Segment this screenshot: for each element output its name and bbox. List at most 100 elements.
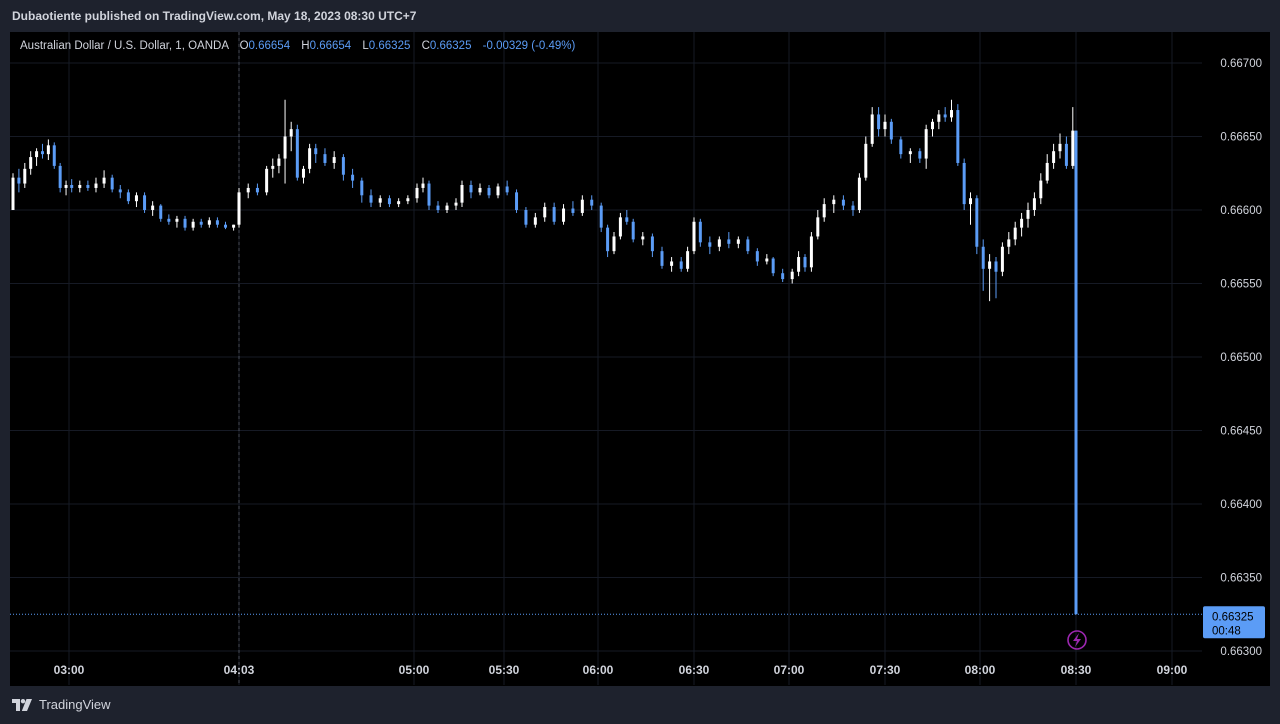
candle[interactable] [378, 195, 382, 208]
candle[interactable] [937, 110, 941, 130]
candle[interactable] [1032, 192, 1036, 216]
candle[interactable] [781, 268, 785, 283]
candle[interactable] [496, 183, 500, 199]
candle[interactable] [562, 204, 566, 225]
candle[interactable] [191, 218, 195, 231]
candle[interactable] [599, 202, 603, 233]
candle[interactable] [369, 189, 373, 208]
candle[interactable] [524, 207, 528, 228]
candle[interactable] [397, 198, 401, 208]
tradingview-logo[interactable]: TradingView [12, 697, 111, 712]
candle[interactable] [580, 195, 584, 216]
candle[interactable] [232, 224, 236, 231]
chart-svg[interactable]: 0.66700 0.66650 0.66600 0.66550 0.66500 0.664… [0, 0, 1280, 686]
candle[interactable] [981, 239, 985, 291]
candle[interactable] [746, 236, 750, 255]
candle[interactable] [975, 195, 979, 255]
candle[interactable] [797, 251, 801, 277]
candle[interactable] [341, 154, 345, 181]
candle[interactable] [969, 192, 972, 225]
candle[interactable] [625, 210, 629, 225]
candle[interactable] [790, 268, 794, 284]
candle[interactable] [515, 189, 519, 213]
candle[interactable] [962, 158, 966, 210]
candle[interactable] [271, 158, 275, 178]
candle[interactable] [618, 212, 622, 240]
candle[interactable] [899, 136, 903, 159]
candle[interactable] [46, 139, 50, 161]
candle[interactable] [323, 148, 327, 166]
candle[interactable] [159, 204, 163, 222]
time-axis[interactable]: 03:00 04:03 05:00 05:30 06:00 06:30 07:00 07:30… [54, 663, 1188, 677]
candle[interactable] [1064, 136, 1068, 169]
candle[interactable] [1071, 107, 1075, 169]
candle[interactable] [469, 180, 473, 199]
candle[interactable] [1058, 133, 1062, 159]
candle[interactable] [224, 221, 228, 230]
candle[interactable] [606, 224, 610, 258]
candle[interactable] [660, 246, 664, 269]
candle[interactable] [727, 232, 731, 249]
candle[interactable] [803, 254, 807, 272]
candle[interactable] [809, 232, 813, 272]
candle[interactable] [175, 215, 179, 228]
candle[interactable] [143, 192, 147, 213]
candle[interactable] [183, 215, 187, 231]
lightning-icon[interactable] [1067, 630, 1087, 650]
candle[interactable] [94, 177, 98, 193]
candle[interactable] [387, 195, 391, 208]
candle[interactable] [857, 173, 861, 213]
candle[interactable] [679, 257, 683, 272]
candle[interactable] [571, 201, 575, 216]
candle[interactable] [650, 233, 654, 258]
candle[interactable] [1039, 173, 1043, 205]
candle[interactable] [351, 168, 355, 188]
candle[interactable] [924, 124, 928, 169]
candle[interactable] [841, 195, 845, 210]
candle[interactable] [134, 192, 138, 208]
candle[interactable] [736, 236, 740, 249]
candle[interactable] [167, 214, 171, 225]
candle[interactable] [460, 180, 464, 208]
candle[interactable] [454, 198, 458, 210]
candle[interactable] [870, 107, 874, 147]
candle[interactable] [956, 104, 960, 166]
candle[interactable] [686, 246, 690, 272]
candle[interactable] [265, 165, 269, 196]
candle[interactable] [277, 154, 281, 174]
candle[interactable] [943, 107, 947, 122]
symbol-name[interactable]: Australian Dollar / U.S. Dollar, 1, OAND… [20, 40, 229, 52]
candle[interactable] [406, 195, 410, 205]
candle[interactable] [23, 162, 27, 188]
candle[interactable] [533, 212, 537, 228]
candle[interactable] [771, 257, 775, 277]
candle[interactable] [436, 201, 440, 213]
candle[interactable] [883, 114, 887, 137]
candle[interactable] [1007, 232, 1011, 255]
candle[interactable] [246, 183, 250, 199]
candle[interactable] [1074, 130, 1078, 615]
candle[interactable] [590, 195, 594, 210]
candle[interactable] [445, 202, 449, 213]
candle[interactable] [283, 99, 287, 184]
candle[interactable] [877, 107, 881, 137]
candle[interactable] [52, 142, 56, 169]
candle[interactable] [295, 124, 299, 181]
candle[interactable] [78, 180, 82, 193]
candle[interactable] [110, 174, 114, 193]
candle[interactable] [755, 248, 759, 266]
candle[interactable] [308, 143, 312, 174]
candle[interactable] [487, 185, 491, 199]
candle[interactable] [427, 180, 431, 210]
candle[interactable] [931, 118, 934, 137]
candle[interactable] [864, 136, 868, 181]
candle[interactable] [765, 254, 769, 265]
candle[interactable] [641, 232, 645, 246]
candle[interactable] [86, 180, 90, 191]
candle[interactable] [35, 148, 39, 166]
candle[interactable] [692, 217, 696, 255]
candle[interactable] [918, 148, 922, 163]
candle[interactable] [816, 210, 820, 240]
candle[interactable] [11, 173, 15, 210]
candle[interactable] [118, 185, 122, 199]
